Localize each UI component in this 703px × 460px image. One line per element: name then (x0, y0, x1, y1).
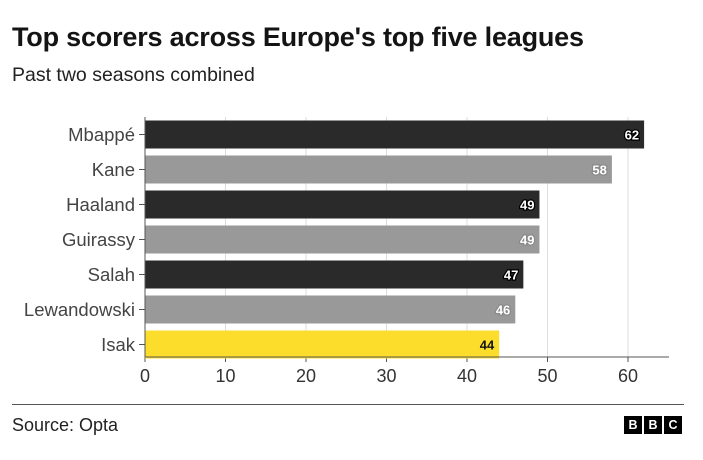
data-label: 47 (504, 268, 518, 283)
bar-guirassy (145, 225, 540, 254)
x-tick-label: 20 (296, 366, 316, 386)
x-tick-label: 60 (618, 366, 638, 386)
bar-isak (145, 330, 500, 359)
category-label: Haaland (66, 194, 135, 215)
bbc-logo-block-c: C (664, 416, 682, 434)
data-label: 44 (480, 338, 495, 353)
bar-salah (145, 260, 524, 289)
source-note: Source: Opta (12, 415, 119, 435)
category-label: Kane (92, 159, 135, 180)
x-tick-label: 10 (215, 366, 235, 386)
bar-chart: 0 10 20 30 40 50 60 Mbappé 62 Kane 58 Haaland 49 Guir… (24, 117, 669, 386)
data-label: 49 (520, 198, 534, 213)
data-label: 49 (520, 233, 534, 248)
bar-kane (145, 155, 612, 184)
category-label: Mbappé (68, 124, 135, 145)
chart-subtitle: Past two seasons combined (12, 64, 255, 86)
data-label: 58 (592, 163, 606, 178)
bbc-logo-block-b2: B (644, 416, 662, 434)
category-label: Guirassy (62, 229, 136, 250)
category-label: Isak (101, 334, 136, 355)
x-tick-label: 30 (376, 366, 396, 386)
category-label: Salah (88, 264, 135, 285)
x-tick-label: 40 (457, 366, 477, 386)
bbc-logo-block-b1: B (624, 416, 642, 434)
bar-lewandowski (145, 295, 516, 324)
data-label: 62 (625, 128, 639, 143)
bar-mbappé (145, 120, 645, 149)
chart-title: Top scorers across Europe's top five lea… (12, 22, 584, 52)
bbc-logo: B B C (624, 416, 682, 434)
footer-divider (12, 404, 684, 405)
data-label: 46 (496, 303, 510, 318)
category-label: Lewandowski (24, 299, 135, 320)
bar-haaland (145, 190, 540, 219)
x-tick-label: 0 (140, 366, 150, 386)
x-tick-label: 50 (537, 366, 557, 386)
